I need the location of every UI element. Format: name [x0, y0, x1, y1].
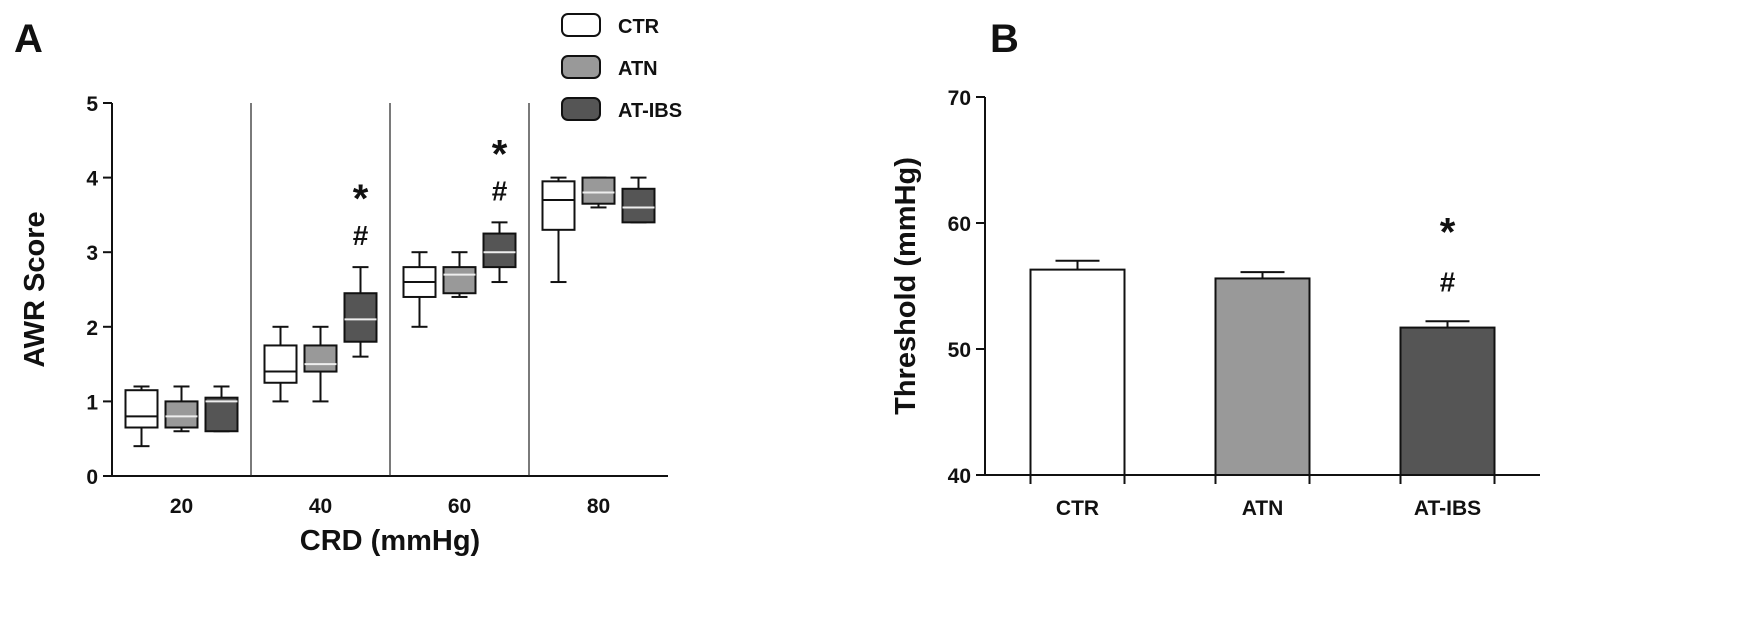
- significance-star: *: [492, 132, 508, 176]
- box-at-ibs: [343, 292, 378, 343]
- box-atn: [581, 176, 616, 205]
- y-tick-label: 0: [86, 466, 98, 489]
- box-at-ibs: [204, 396, 239, 433]
- significance-hash: #: [353, 220, 369, 251]
- box-at-ibs: [482, 232, 517, 269]
- x-axis-title: CRD (mmHg): [300, 525, 480, 557]
- y-tick-label: 1: [86, 391, 98, 414]
- box-at-ibs: [621, 187, 656, 224]
- x-tick-label: 40: [309, 495, 332, 518]
- legend-label: ATN: [618, 58, 658, 80]
- x-tick-label: CTR: [1056, 497, 1099, 520]
- x-tick-label: 80: [587, 495, 610, 518]
- bar-at-ibs: [1399, 326, 1496, 476]
- y-axis-title: AWR Score: [19, 211, 51, 367]
- panel-b-letter: B: [990, 17, 1019, 61]
- legend-swatch: [561, 55, 601, 79]
- y-axis-title: Threshold (mmHg): [890, 157, 922, 415]
- bar-ctr: [1029, 268, 1126, 476]
- bar-atn: [1214, 277, 1311, 476]
- legend-label: CTR: [618, 16, 660, 38]
- box-atn: [303, 344, 338, 373]
- y-tick-label: 2: [86, 317, 98, 340]
- y-tick-label: 70: [948, 87, 971, 110]
- x-tick-label: ATN: [1242, 497, 1284, 520]
- legend-swatch: [561, 13, 601, 37]
- y-tick-label: 60: [948, 213, 971, 236]
- box-atn: [442, 266, 477, 295]
- legend-swatch: [561, 97, 601, 121]
- y-tick-label: 50: [948, 339, 971, 362]
- legend-label: AT-IBS: [618, 100, 682, 122]
- panel-a-letter: A: [14, 17, 43, 61]
- y-tick-label: 40: [948, 465, 971, 488]
- box-ctr: [124, 389, 159, 429]
- x-tick-label: AT-IBS: [1414, 497, 1481, 520]
- box-ctr: [263, 344, 298, 384]
- y-tick-label: 3: [86, 242, 98, 265]
- significance-hash: #: [492, 175, 508, 206]
- y-tick-label: 4: [86, 168, 98, 191]
- panel-b-bar-chart: 40 50 60 70 Threshold (mmHg) CTR ATN AT-IBS # *: [890, 87, 1540, 520]
- box-ctr: [541, 180, 576, 231]
- y-tick-label: 5: [86, 93, 98, 116]
- box-atn: [164, 400, 199, 429]
- x-tick-label: 20: [170, 495, 193, 518]
- significance-hash: #: [1440, 266, 1456, 297]
- x-tick-label: 60: [448, 495, 471, 518]
- significance-star: *: [353, 177, 369, 221]
- significance-star: *: [1440, 210, 1456, 254]
